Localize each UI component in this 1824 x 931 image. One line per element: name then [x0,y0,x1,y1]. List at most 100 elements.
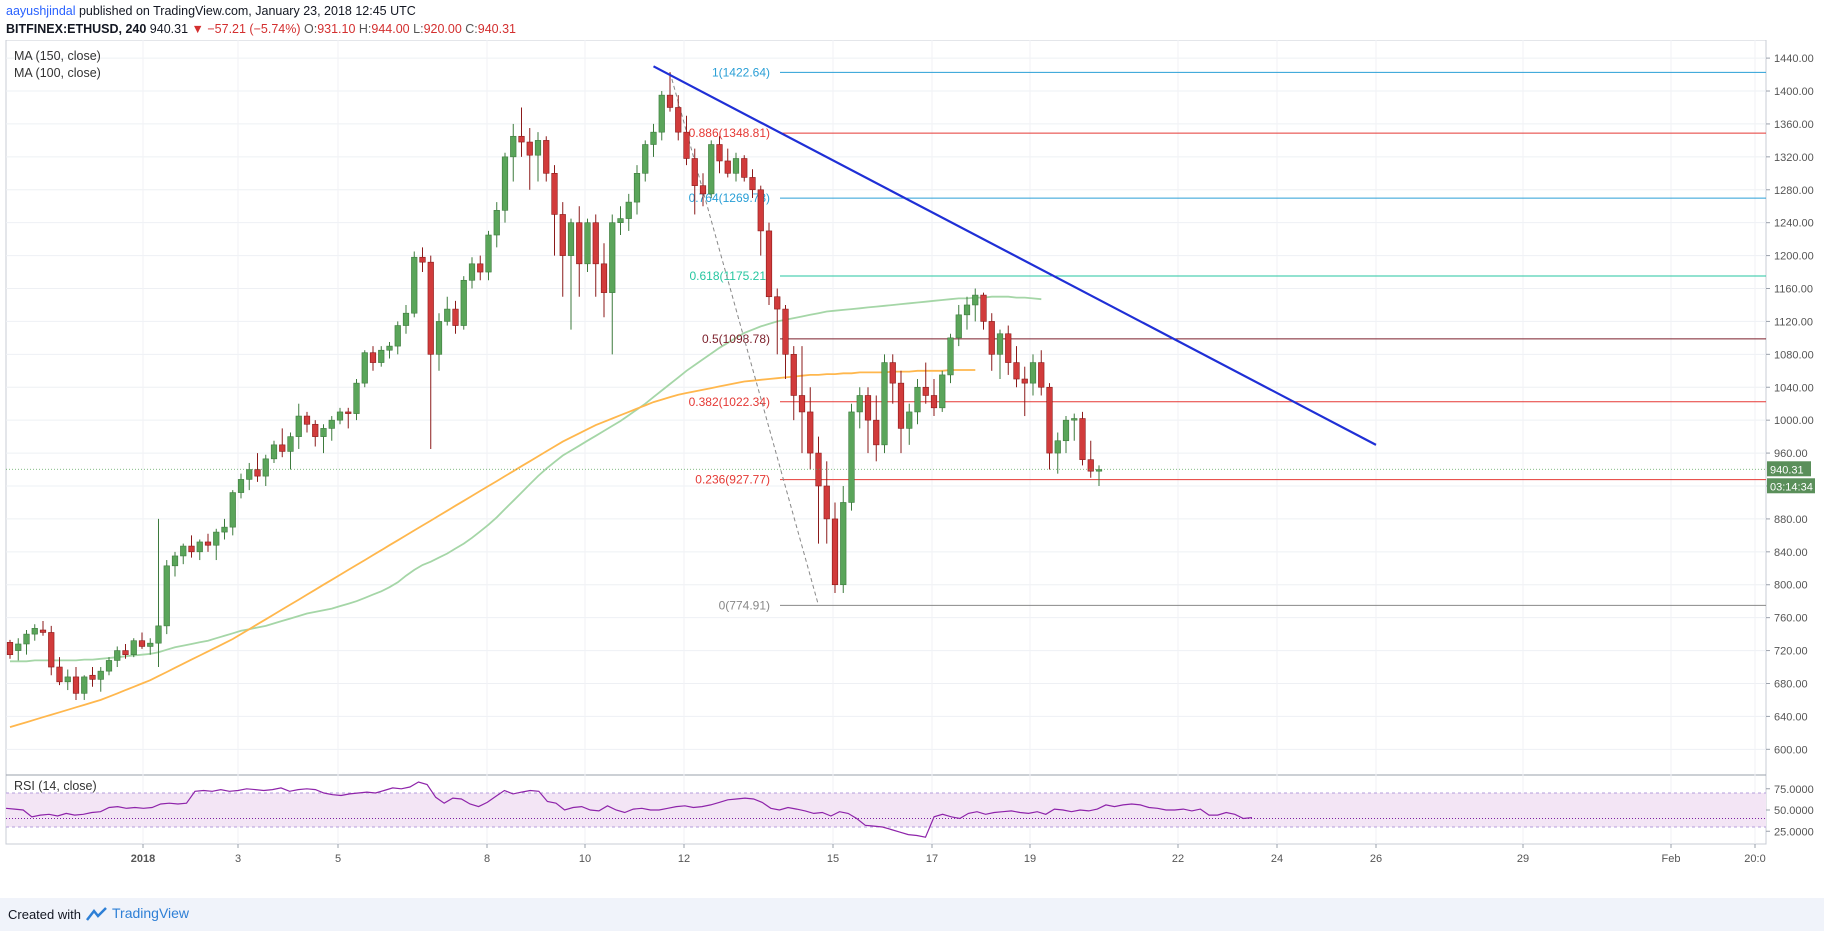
candle-body [551,173,558,215]
candle-body [48,632,55,668]
rsi-band [6,793,1766,827]
price-tick-label: 680.00 [1774,678,1808,690]
candle-body [1013,362,1020,380]
time-tick-label: 12 [678,853,690,865]
open-value: 931.10 [317,22,356,36]
candle-body [386,345,393,351]
price-change: −57.21 (−5.74%) [207,22,301,36]
candle-body [716,144,723,162]
time-tick-label: 3 [235,853,241,865]
author-link[interactable]: aayushjindal [6,4,76,18]
indicator-legend: MA (150, close) [14,49,101,63]
price-tick-label: 1240.00 [1774,218,1814,230]
candle-body [89,674,96,680]
high-label: H: [358,22,372,36]
candle-body [815,452,822,487]
last-price: 940.31 [149,22,189,36]
price-tick-label: 1360.00 [1774,119,1814,131]
down-arrow-icon: ▼ [191,22,204,36]
candle-body [1095,469,1103,472]
candle-body [683,131,690,159]
candle-body [1062,419,1070,442]
fib-level-label: 0.764(1269.78) [689,191,770,205]
candle-body [963,304,971,316]
price-tick-label: 960.00 [1774,448,1808,460]
candle-body [617,218,624,223]
candle-body [1005,333,1012,363]
candle-body [312,423,319,437]
rsi-tick-label: 75.0000 [1774,784,1814,796]
candle-body [295,415,302,437]
candle-body [757,189,764,232]
price-tick-label: 880.00 [1774,514,1808,526]
fib-level-label: 1(1422.64) [712,65,770,79]
candle-body [823,485,830,520]
candle-body [6,642,14,655]
time-tick-label: 5 [335,853,341,865]
candle-body [980,294,987,322]
candle-body [345,411,352,414]
price-chart[interactable]: 1440.00 1400.00 1360.00 1320.00 1280.00 1240.… [0,40,1824,898]
candle-body [444,308,451,322]
candle-body [477,263,484,273]
publish-line: aayushjindal published on TradingView.co… [6,4,416,18]
price-tick-label: 1040.00 [1774,382,1814,394]
time-tick-label: Feb [1662,853,1681,865]
time-tick-label: 26 [1370,853,1382,865]
open-label: O: [303,22,318,36]
chart-header: aayushjindal published on TradingView.co… [0,0,1824,40]
candle-body [947,337,954,376]
candle-body [1021,378,1028,384]
candle-body [122,650,129,655]
price-tick-label: 1320.00 [1774,152,1814,164]
fib-level-label: 0.382(1022.34) [689,395,770,409]
price-tick-label: 1080.00 [1774,349,1814,361]
rsi-tick-label: 50.0000 [1774,805,1814,817]
candle-body [56,666,63,683]
price-tick-label: 1440.00 [1774,53,1814,65]
candle-body [336,411,344,421]
candle-body [353,382,360,414]
candle-body [675,107,682,133]
candle-body [708,144,715,195]
candle-body [749,177,756,191]
candle-body [287,436,294,452]
candle-body [790,354,797,396]
close-label: C: [465,22,478,36]
price-tick-label: 800.00 [1774,580,1808,592]
tradingview-brand: TradingView [112,905,190,921]
candle-body [394,325,401,347]
high-value: 944.00 [371,22,410,36]
candle-body [1029,362,1037,384]
time-tick-label: 19 [1024,853,1036,865]
time-tick-label: 2018 [131,853,155,865]
candle-body [147,642,154,647]
time-tick-label: 15 [827,853,839,865]
candle-body [774,296,781,310]
price-tick-label: 1200.00 [1774,251,1814,263]
tradingview-link[interactable]: TradingView [86,905,190,922]
candle-body [435,321,443,355]
candle-body [468,263,476,281]
fib-level-label: 0(774.91) [719,598,770,612]
candle-body [807,411,814,454]
fib-level-label: 0.618(1175.21) [689,269,770,283]
price-tick-label: 1280.00 [1774,185,1814,197]
candle-body [262,458,269,477]
price-tick-label: 640.00 [1774,711,1808,723]
candle-body [328,419,335,429]
candle-body [114,650,121,661]
candle-body [188,545,195,553]
candle-body [1079,418,1086,460]
candle-body [988,321,995,355]
candle-body [543,140,550,174]
candle-body [1038,362,1045,388]
candle-body [369,352,377,363]
time-tick-label: 10 [579,853,591,865]
candle-body [732,158,740,174]
time-tick-label: 22 [1172,853,1184,865]
candle-body [155,625,162,644]
candle-body [633,173,641,203]
candle-body [163,565,170,627]
symbol-label: BITFINEX:ETHUSD, 240 [6,22,147,36]
